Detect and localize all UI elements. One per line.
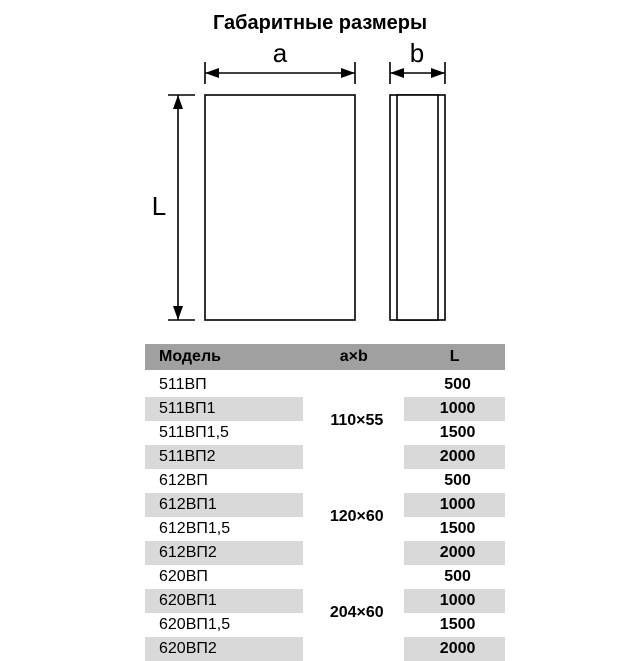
spec-table: Модель a×b L 511ВП110×55500511ВП11000511…	[145, 344, 505, 661]
cell-model: 612ВП2	[145, 541, 303, 565]
dimension-diagram: a b L	[145, 40, 525, 330]
cell-model: 620ВП1,5	[145, 613, 303, 637]
cell-l: 500	[404, 469, 505, 493]
cell-model: 511ВП1,5	[145, 421, 303, 445]
page: Габаритные размеры a	[0, 0, 640, 640]
cell-l: 1000	[404, 493, 505, 517]
th-ab: a×b	[303, 344, 404, 372]
cell-l: 1500	[404, 517, 505, 541]
cell-l: 2000	[404, 445, 505, 469]
cell-model: 612ВП	[145, 469, 303, 493]
dim-a-label: a	[273, 40, 288, 68]
cell-model: 620ВП	[145, 565, 303, 589]
cell-l: 500	[404, 372, 505, 398]
dim-L-label: L	[152, 191, 166, 221]
diagram-svg: a b L	[145, 40, 525, 330]
cell-ab: 204×60	[303, 565, 404, 661]
table-row: 620ВП204×60500	[145, 565, 505, 589]
cell-model: 620ВП2	[145, 637, 303, 661]
dim-b-label: b	[410, 40, 424, 68]
cell-ab: 120×60	[303, 469, 404, 565]
cell-l: 1500	[404, 613, 505, 637]
page-title: Габаритные размеры	[0, 12, 640, 35]
table-row: 511ВП110×55500	[145, 372, 505, 398]
cell-model: 511ВП2	[145, 445, 303, 469]
table-row: 612ВП120×60500	[145, 469, 505, 493]
cell-model: 612ВП1	[145, 493, 303, 517]
table-header-row: Модель a×b L	[145, 344, 505, 372]
cell-l: 1000	[404, 589, 505, 613]
th-l: L	[404, 344, 505, 372]
cell-l: 1500	[404, 421, 505, 445]
cell-model: 511ВП	[145, 372, 303, 398]
cell-model: 511ВП1	[145, 397, 303, 421]
cell-l: 2000	[404, 541, 505, 565]
cell-l: 500	[404, 565, 505, 589]
cell-l: 2000	[404, 637, 505, 661]
cell-ab: 110×55	[303, 372, 404, 470]
cell-l: 1000	[404, 397, 505, 421]
cell-model: 612ВП1,5	[145, 517, 303, 541]
th-model: Модель	[145, 344, 303, 372]
cell-model: 620ВП1	[145, 589, 303, 613]
